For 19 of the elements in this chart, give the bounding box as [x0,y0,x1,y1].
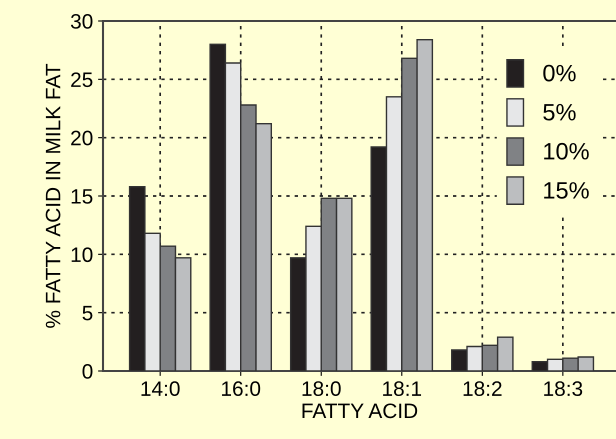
x-tick-label: 14:0 [141,381,180,396]
y-tick-label: 5 [82,306,92,320]
x-tick-label: 18:3 [544,381,582,396]
y-tick-label: 30 [70,14,92,29]
legend-label: 0% [543,64,576,82]
x-axis-title: FATTY ACID [302,403,418,418]
y-tick-label: 20 [71,130,92,146]
x-tick-label: 16:0 [222,381,260,396]
legend-label: 5% [543,104,576,121]
y-axis-title: % FATTY ACID IN MILK FAT [46,64,60,328]
y-tick-label: 10 [72,247,92,262]
x-tick-label: 18:1 [383,381,422,396]
legend-label: 15% [544,182,589,199]
legend-label: 10% [544,142,589,160]
x-tick-label: 18:0 [302,381,341,396]
x-tick-label: 18:2 [464,381,502,396]
y-tick-label: 25 [71,72,92,88]
y-tick-label: 0 [82,364,92,379]
y-tick-label: 15 [72,189,92,204]
